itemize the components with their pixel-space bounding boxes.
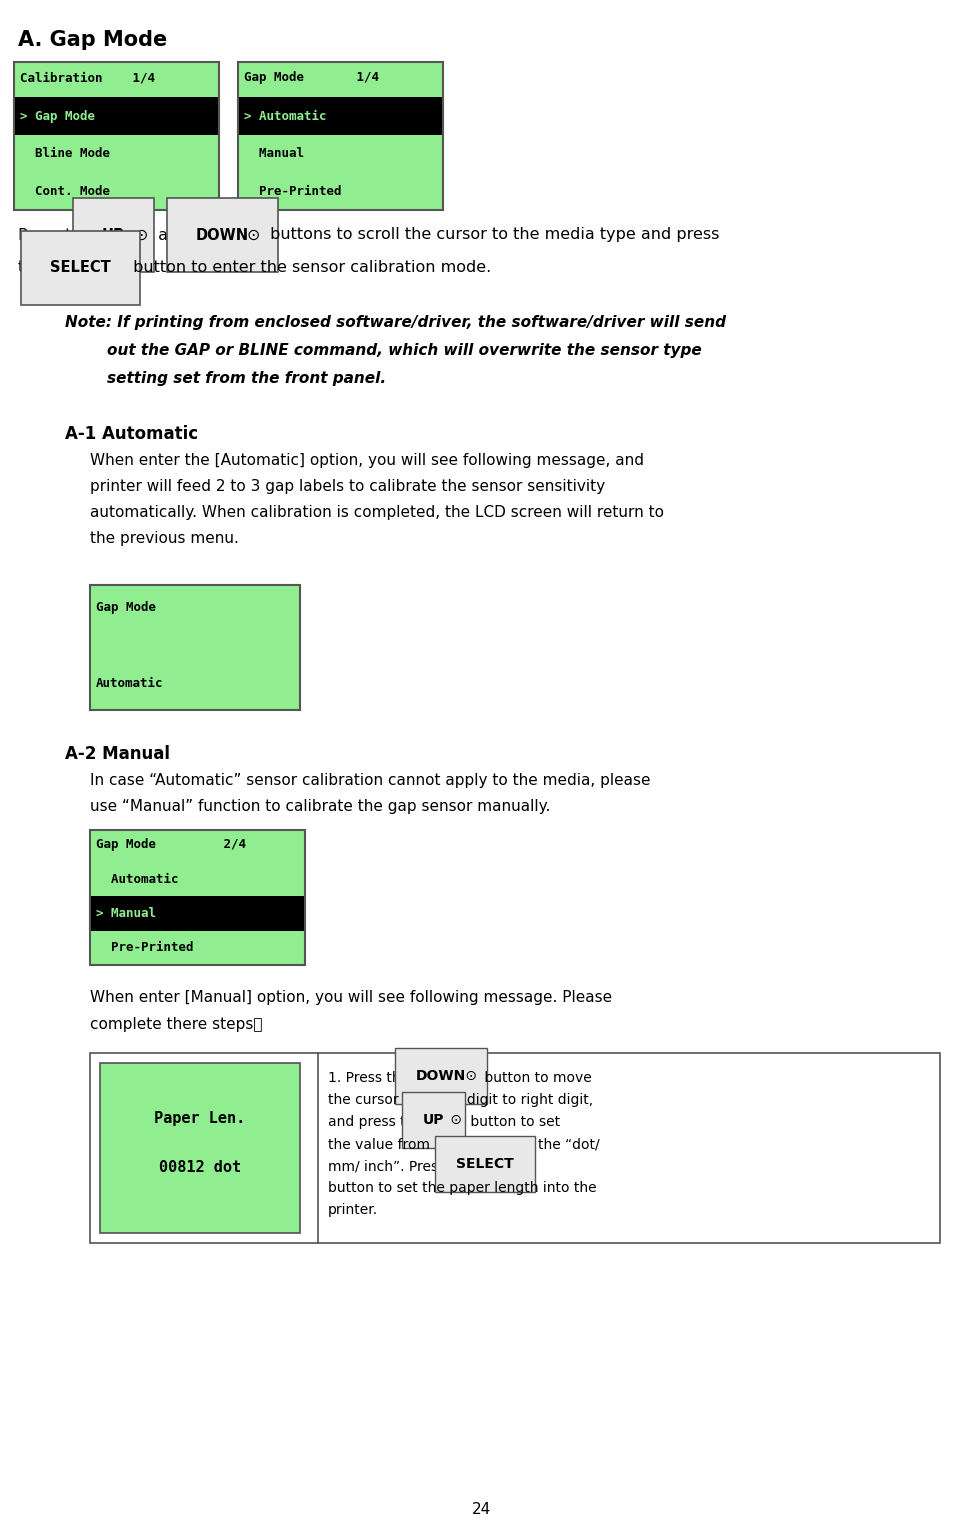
Bar	[14, 62, 219, 209]
Text: SELECT: SELECT	[456, 1157, 513, 1170]
Text: ⊙: ⊙	[135, 228, 148, 242]
Text: complete there steps：: complete there steps：	[90, 1016, 263, 1032]
Text: When enter the [Automatic] option, you will see following message, and: When enter the [Automatic] option, you w…	[90, 453, 644, 468]
Text: the previous menu.: the previous menu.	[90, 531, 239, 547]
Text: Pre-Printed: Pre-Printed	[96, 941, 194, 955]
Text: > Gap Mode: > Gap Mode	[20, 109, 95, 123]
Text: ⊙: ⊙	[446, 1113, 462, 1127]
Text: button to move: button to move	[480, 1070, 591, 1086]
Text: UP: UP	[423, 1113, 445, 1127]
Text: Gap Mode: Gap Mode	[96, 601, 156, 614]
Text: > Automatic: > Automatic	[244, 109, 326, 123]
Bar	[100, 1063, 300, 1234]
Text: the value from “0” to “9” and the “dot/: the value from “0” to “9” and the “dot/	[328, 1137, 600, 1150]
Text: 24: 24	[472, 1503, 491, 1517]
Text: Paper Len.: Paper Len.	[154, 1110, 246, 1126]
Text: button to set: button to set	[466, 1115, 560, 1129]
Text: the: the	[18, 260, 49, 276]
Text: setting set from the front panel.: setting set from the front panel.	[65, 371, 386, 387]
Text: button to enter the sensor calibration mode.: button to enter the sensor calibration m…	[128, 260, 491, 276]
Text: Pre-Printed: Pre-Printed	[244, 185, 342, 197]
Text: DOWN: DOWN	[416, 1069, 466, 1083]
Text: printer.: printer.	[328, 1203, 378, 1217]
Text: out the GAP or BLINE command, which will overwrite the sensor type: out the GAP or BLINE command, which will…	[65, 343, 702, 357]
Text: ⊙: ⊙	[247, 228, 260, 242]
Text: automatically. When calibration is completed, the LCD screen will return to: automatically. When calibration is compl…	[90, 505, 664, 521]
Text: Press the: Press the	[18, 228, 96, 242]
Bar	[90, 1053, 940, 1243]
Text: Automatic: Automatic	[96, 678, 164, 690]
Text: and press the: and press the	[328, 1115, 428, 1129]
Text: Gap Mode         2/4: Gap Mode 2/4	[96, 838, 246, 852]
Text: use “Manual” function to calibrate the gap sensor manually.: use “Manual” function to calibrate the g…	[90, 799, 551, 815]
Text: Automatic: Automatic	[96, 873, 178, 886]
Text: the cursor from left digit to right digit,: the cursor from left digit to right digi…	[328, 1093, 593, 1107]
Text: buttons to scroll the cursor to the media type and press: buttons to scroll the cursor to the medi…	[265, 228, 719, 242]
Text: A-1 Automatic: A-1 Automatic	[65, 425, 198, 444]
Text: A-2 Manual: A-2 Manual	[65, 745, 170, 762]
Text: 00812 dot: 00812 dot	[159, 1161, 241, 1175]
Text: button to set the paper length into the: button to set the paper length into the	[328, 1181, 597, 1195]
Bar	[15, 97, 218, 136]
Text: UP: UP	[102, 228, 125, 242]
Text: Gap Mode       1/4: Gap Mode 1/4	[244, 71, 379, 85]
Text: Manual: Manual	[244, 148, 304, 160]
Bar	[238, 62, 443, 209]
Text: > Manual: > Manual	[96, 907, 156, 919]
Text: Note: If printing from enclosed software/driver, the software/driver will send: Note: If printing from enclosed software…	[65, 316, 726, 330]
Bar	[239, 97, 442, 136]
Text: ⊙: ⊙	[461, 1069, 477, 1083]
Text: and: and	[153, 228, 194, 242]
Text: Calibration    1/4: Calibration 1/4	[20, 71, 155, 85]
Bar	[90, 830, 305, 966]
Text: Cont. Mode: Cont. Mode	[20, 185, 110, 197]
Bar	[91, 896, 304, 930]
Text: In case “Automatic” sensor calibration cannot apply to the media, please: In case “Automatic” sensor calibration c…	[90, 773, 650, 788]
Text: Bline Mode: Bline Mode	[20, 148, 110, 160]
Text: mm/ inch”. Press the: mm/ inch”. Press the	[328, 1160, 477, 1173]
Text: DOWN: DOWN	[196, 228, 249, 242]
Bar	[90, 585, 300, 710]
Text: When enter [Manual] option, you will see following message. Please: When enter [Manual] option, you will see…	[90, 990, 612, 1006]
Text: SELECT: SELECT	[50, 260, 111, 276]
Text: 1. Press the: 1. Press the	[328, 1070, 413, 1086]
Text: printer will feed 2 to 3 gap labels to calibrate the sensor sensitivity: printer will feed 2 to 3 gap labels to c…	[90, 479, 605, 494]
Text: A. Gap Mode: A. Gap Mode	[18, 29, 168, 49]
